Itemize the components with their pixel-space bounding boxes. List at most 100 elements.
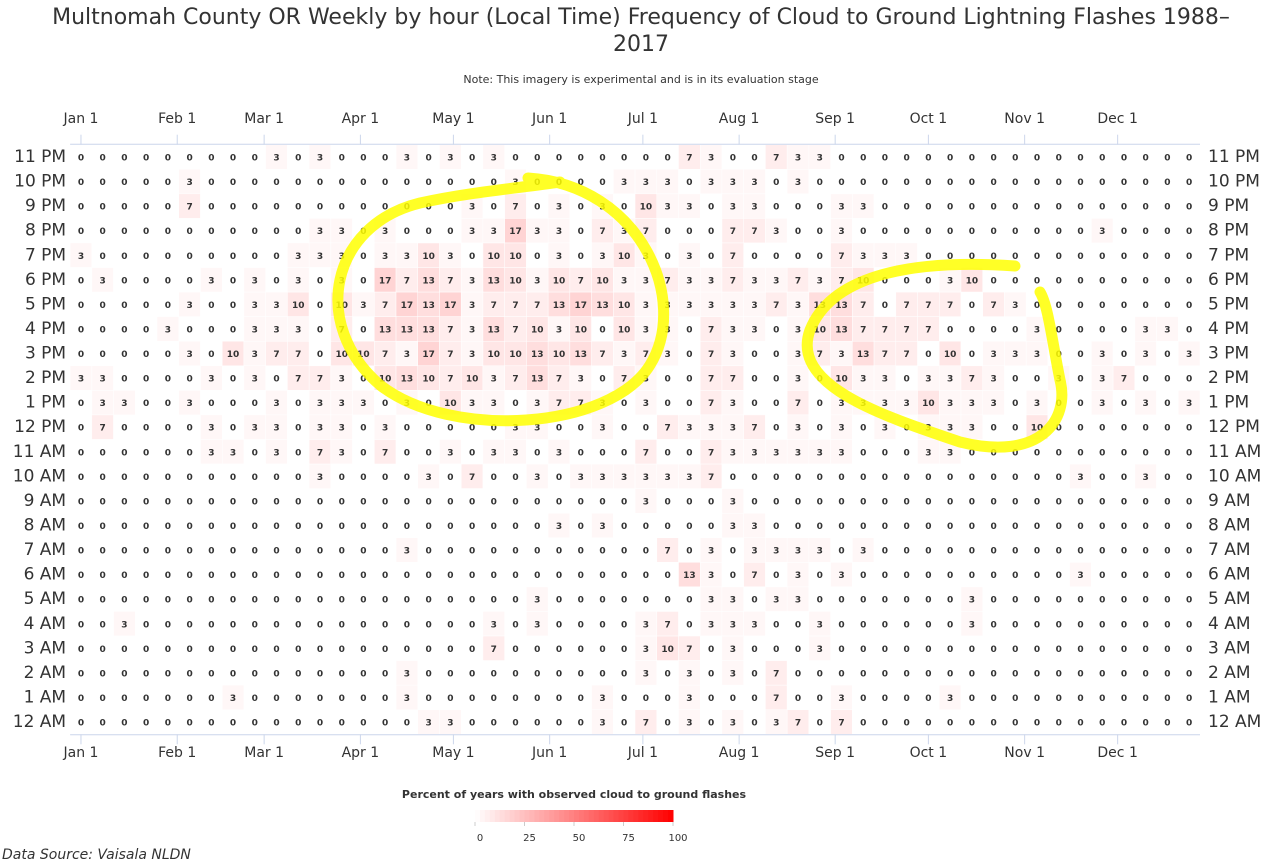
cell-label: 3 (773, 719, 779, 729)
cell-label: 0 (1012, 276, 1018, 286)
cell-label: 3 (512, 424, 518, 434)
cell-label: 0 (1164, 571, 1170, 581)
cell-label: 0 (882, 522, 888, 532)
cell-label: 3 (556, 448, 562, 458)
cell-label: 0 (252, 252, 258, 262)
cell-label: 0 (795, 497, 801, 507)
cell-label: 0 (1121, 645, 1127, 655)
cell-label: 0 (556, 645, 562, 655)
cell-label: 0 (339, 596, 345, 606)
cell-label: 3 (208, 375, 214, 385)
cell-label: 7 (751, 424, 757, 434)
cell-label: 7 (382, 301, 388, 311)
cell-label: 0 (1186, 276, 1192, 286)
cell-label: 3 (556, 203, 562, 213)
cell-label: 0 (686, 547, 692, 557)
cell-label: 3 (404, 694, 410, 704)
cell-label: 0 (708, 522, 714, 532)
cell-label: 0 (1186, 473, 1192, 483)
cell-label: 3 (273, 424, 279, 434)
cell-label: 0 (100, 497, 106, 507)
cell-label: 3 (708, 301, 714, 311)
cell-label: 0 (339, 203, 345, 213)
cell-label: 3 (773, 448, 779, 458)
cell-label: 0 (469, 547, 475, 557)
cell-label: 0 (208, 719, 214, 729)
y-tick-label: 8 PM (1208, 221, 1249, 241)
cell-label: 0 (78, 350, 84, 360)
cell-label: 0 (947, 547, 953, 557)
cell-label: 0 (186, 669, 192, 679)
cell-label: 3 (208, 276, 214, 286)
cell-label: 0 (121, 301, 127, 311)
colorbar-segment (608, 810, 615, 822)
y-tick-label: 6 PM (1208, 270, 1249, 290)
cell-label: 0 (1034, 375, 1040, 385)
cell-label: 0 (578, 596, 584, 606)
cell-label: 0 (599, 571, 605, 581)
cell-label: 3 (795, 301, 801, 311)
cell-label: 3 (665, 203, 671, 213)
cell-label: 3 (1099, 399, 1105, 409)
cell-label: 0 (143, 448, 149, 458)
y-tick-label: 2 AM (24, 663, 67, 683)
cell-label: 0 (100, 252, 106, 262)
x-tick-label: Feb 1 (158, 111, 196, 127)
cell-label: 0 (447, 620, 453, 630)
y-tick-label: 8 AM (24, 515, 67, 535)
cell-label: 0 (1121, 547, 1127, 557)
cell-label: 0 (795, 669, 801, 679)
cell-label: 0 (273, 645, 279, 655)
cell-label: 0 (817, 203, 823, 213)
cell-label: 0 (1121, 571, 1127, 581)
cell-label: 10 (379, 375, 392, 385)
cell-label: 7 (773, 669, 779, 679)
y-tick-label: 11 AM (13, 442, 66, 462)
cell-label: 0 (78, 571, 84, 581)
cell-label: 0 (382, 497, 388, 507)
cell-label: 0 (78, 547, 84, 557)
cell-label: 0 (1121, 178, 1127, 188)
cell-label: 7 (643, 350, 649, 360)
cell-label: 0 (295, 153, 301, 163)
cell-label: 0 (143, 227, 149, 237)
cell-label: 0 (578, 547, 584, 557)
colorbar-segment (494, 810, 501, 822)
cell-label: 0 (100, 178, 106, 188)
colorbar-segment (559, 810, 565, 822)
cell-label: 0 (751, 719, 757, 729)
cell-label: 3 (1143, 473, 1149, 483)
cell-label: 0 (208, 301, 214, 311)
cell-label: 0 (904, 276, 910, 286)
cell-label: 13 (574, 350, 587, 360)
cell-label: 0 (230, 301, 236, 311)
cell-label: 3 (339, 227, 345, 237)
cell-label: 0 (578, 719, 584, 729)
cell-label: 3 (491, 375, 497, 385)
cell-label: 0 (882, 473, 888, 483)
cell-label: 0 (186, 153, 192, 163)
cell-label: 0 (751, 669, 757, 679)
cell-label: 0 (143, 694, 149, 704)
cell-label: 7 (665, 424, 671, 434)
cell-label: 0 (969, 448, 975, 458)
cell-label: 0 (882, 669, 888, 679)
cell-label: 0 (534, 252, 540, 262)
cell-label: 0 (208, 153, 214, 163)
cell-label: 0 (534, 669, 540, 679)
cell-label: 3 (491, 399, 497, 409)
cell-label: 3 (469, 301, 475, 311)
cell-label: 10 (488, 350, 501, 360)
x-tick-label: May 1 (432, 745, 474, 761)
cell-label: 0 (947, 522, 953, 532)
cell-label: 0 (100, 203, 106, 213)
cell-label: 0 (339, 571, 345, 581)
cell-label: 0 (1056, 497, 1062, 507)
cell-label: 0 (143, 522, 149, 532)
cell-label: 0 (665, 669, 671, 679)
cell-label: 0 (382, 620, 388, 630)
cell-label: 0 (1164, 522, 1170, 532)
cell-label: 3 (404, 252, 410, 262)
cell-label: 3 (121, 620, 127, 630)
cell-label: 0 (1034, 522, 1040, 532)
